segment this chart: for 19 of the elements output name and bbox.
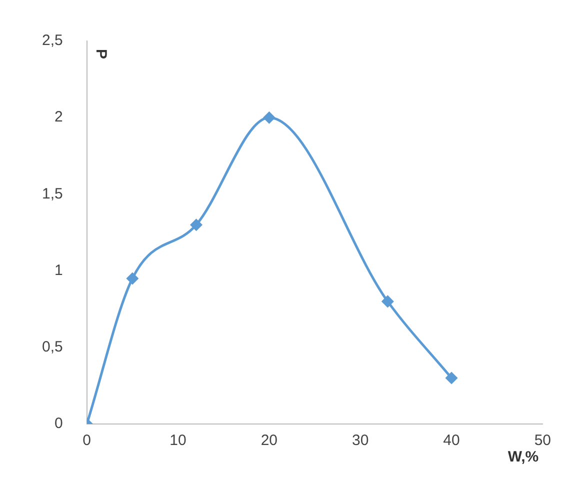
x-tick-label: 30 bbox=[352, 432, 369, 450]
point bbox=[263, 112, 275, 124]
y-tick-label: 2,5 bbox=[42, 32, 63, 50]
point bbox=[446, 372, 458, 384]
x-tick-label: 10 bbox=[170, 432, 186, 450]
point bbox=[382, 296, 394, 308]
x-tick-label: 20 bbox=[260, 432, 278, 450]
y-tick-label: 1,5 bbox=[42, 185, 63, 202]
x-tick-label: 0 bbox=[82, 432, 92, 450]
y-tick-label: 0 bbox=[54, 415, 63, 432]
y-tick-label: 2 bbox=[54, 108, 63, 126]
x-tick-label: 50 bbox=[534, 432, 551, 450]
y-axis-title: P bbox=[92, 49, 110, 60]
y-tick-label: 0,5 bbox=[42, 338, 63, 356]
point bbox=[190, 219, 202, 231]
x-axis-title: W,% bbox=[508, 448, 539, 466]
x-tick-label: 40 bbox=[443, 432, 460, 450]
y-tick-label: 1 bbox=[54, 262, 63, 279]
point bbox=[126, 272, 138, 284]
